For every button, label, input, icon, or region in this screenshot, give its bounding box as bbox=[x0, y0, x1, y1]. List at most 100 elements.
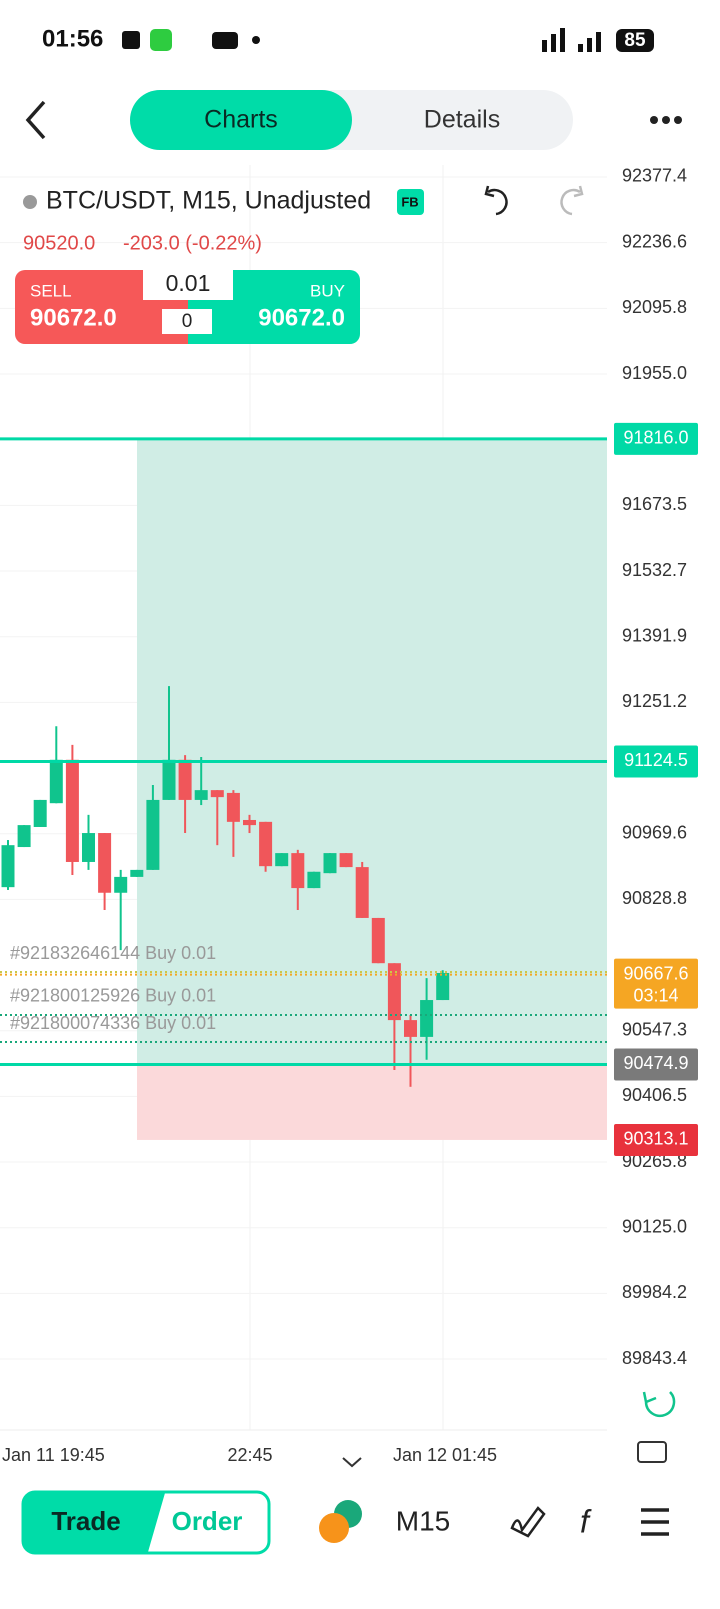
tab[interactable]: Charts bbox=[204, 106, 278, 134]
candle-body bbox=[130, 869, 144, 877]
y-tick-label: 92377.4 bbox=[622, 166, 687, 186]
candle-body bbox=[82, 833, 95, 862]
reset-button[interactable] bbox=[642, 1391, 676, 1418]
icon bbox=[252, 36, 260, 44]
expand[interactable] bbox=[342, 1457, 362, 1468]
price-change: -203.0 (-0.22%) bbox=[123, 232, 262, 254]
battery bbox=[616, 29, 654, 52]
level-label: 91124.5 bbox=[624, 750, 688, 770]
redo[interactable] bbox=[560, 185, 584, 216]
candle-body bbox=[226, 792, 240, 822]
y-tick-label: 91673.5 bbox=[622, 494, 687, 514]
lot: 0.01 bbox=[166, 270, 211, 296]
candle-body bbox=[1, 845, 15, 888]
sell-price: 90672.0 bbox=[30, 304, 117, 331]
candle-body bbox=[355, 867, 369, 918]
symbol-name: BTC/USDT, M15, Unadjusted bbox=[46, 187, 371, 215]
undo[interactable] bbox=[484, 185, 508, 216]
order[interactable]: Order bbox=[172, 1506, 243, 1536]
candle-body bbox=[307, 871, 321, 889]
candle-body bbox=[178, 759, 192, 800]
y-tick-label: 92236.6 bbox=[622, 231, 687, 251]
badge-text: FB bbox=[401, 194, 418, 209]
y-tick-label: 89984.2 bbox=[622, 1282, 687, 1302]
spread-box bbox=[162, 309, 212, 334]
x-tick-label: 22:45 bbox=[227, 1445, 272, 1465]
back-button[interactable] bbox=[25, 100, 46, 140]
y-tick-label: 91955.0 bbox=[622, 363, 687, 383]
candle-body bbox=[194, 790, 208, 800]
lot-input[interactable] bbox=[143, 270, 233, 300]
tab-active[interactable] bbox=[130, 90, 352, 150]
y-tick-label: 90969.6 bbox=[622, 822, 687, 842]
level-sublabel: 03:14 bbox=[633, 985, 678, 1005]
x-tick-label: Jan 11 19:45 bbox=[2, 1445, 105, 1465]
chart: 92377.4 92236.6 92095.8 91955.0 91673.5 91532… bbox=[0, 165, 698, 1465]
layout-button[interactable] bbox=[637, 1441, 667, 1463]
candle-body bbox=[436, 972, 450, 1001]
x-tick-label: Jan 12 01:45 bbox=[393, 1445, 497, 1465]
draw-tool[interactable] bbox=[510, 1506, 546, 1538]
y-tick-label: 91391.9 bbox=[622, 625, 687, 645]
candle-body bbox=[243, 819, 256, 826]
buy-label: BUY bbox=[310, 281, 345, 300]
candle-body bbox=[291, 853, 305, 889]
candle-body bbox=[146, 799, 160, 870]
y-tick-label: 89843.4 bbox=[622, 1348, 687, 1368]
candle-body bbox=[339, 853, 353, 868]
candle-body bbox=[65, 759, 79, 862]
order-label: #921800074336 Buy 0.01 bbox=[10, 1013, 216, 1033]
last-price: 90520.0 bbox=[23, 232, 95, 254]
order-label: #921832646144 Buy 0.01 bbox=[10, 943, 216, 963]
candle-body bbox=[323, 853, 337, 874]
y-tick-label: 90828.8 bbox=[622, 888, 687, 908]
candle-body bbox=[259, 821, 273, 867]
candle-body bbox=[17, 825, 31, 848]
badge bbox=[397, 189, 424, 215]
candle-body bbox=[98, 833, 112, 893]
level-tag bbox=[614, 1123, 698, 1156]
menu-button[interactable] bbox=[641, 1508, 669, 1536]
level-label: 90313.1 bbox=[623, 1129, 688, 1149]
icon bbox=[150, 29, 172, 51]
icon bbox=[319, 1513, 349, 1543]
candle-body bbox=[387, 963, 401, 1021]
y-tick-label: 91532.7 bbox=[622, 560, 687, 580]
trade[interactable]: Trade bbox=[51, 1506, 120, 1536]
timeframe[interactable]: M15 bbox=[396, 1505, 450, 1536]
candle-body bbox=[114, 876, 128, 893]
buy-price: 90672.0 bbox=[258, 304, 345, 331]
level-label: 91816.0 bbox=[623, 428, 688, 448]
spread: 0 bbox=[182, 311, 193, 332]
candle-body bbox=[210, 790, 224, 798]
trade-tab[interactable] bbox=[24, 1493, 165, 1552]
y-tick-label: 92095.8 bbox=[622, 297, 687, 317]
icon bbox=[212, 32, 238, 49]
level-tag bbox=[614, 1048, 698, 1081]
status-dot bbox=[23, 195, 37, 209]
candle-body bbox=[420, 1000, 434, 1037]
icon bbox=[122, 31, 140, 49]
stop-loss-zone bbox=[137, 1064, 607, 1140]
level-tag bbox=[614, 958, 698, 1009]
candle-body bbox=[162, 759, 176, 800]
candle-body bbox=[275, 853, 289, 867]
y-tick-label: 90406.5 bbox=[622, 1085, 687, 1105]
candle-body bbox=[33, 799, 47, 827]
more-button[interactable] bbox=[650, 116, 682, 124]
candle-body bbox=[49, 759, 63, 804]
level-label: 90474.9 bbox=[623, 1053, 688, 1073]
level-tag bbox=[614, 745, 698, 778]
y-tick-label: 91251.2 bbox=[622, 691, 687, 711]
sell-label: SELL bbox=[30, 281, 72, 300]
battery-level: 85 bbox=[624, 30, 646, 51]
level-tag bbox=[614, 422, 698, 455]
candle-body bbox=[404, 1020, 417, 1037]
status-time: 01:56 bbox=[42, 25, 103, 52]
tab[interactable]: Details bbox=[424, 106, 500, 134]
candle-body bbox=[371, 917, 385, 964]
order-label: #921800125926 Buy 0.01 bbox=[10, 986, 216, 1006]
y-tick-label: 90547.3 bbox=[622, 1019, 687, 1039]
